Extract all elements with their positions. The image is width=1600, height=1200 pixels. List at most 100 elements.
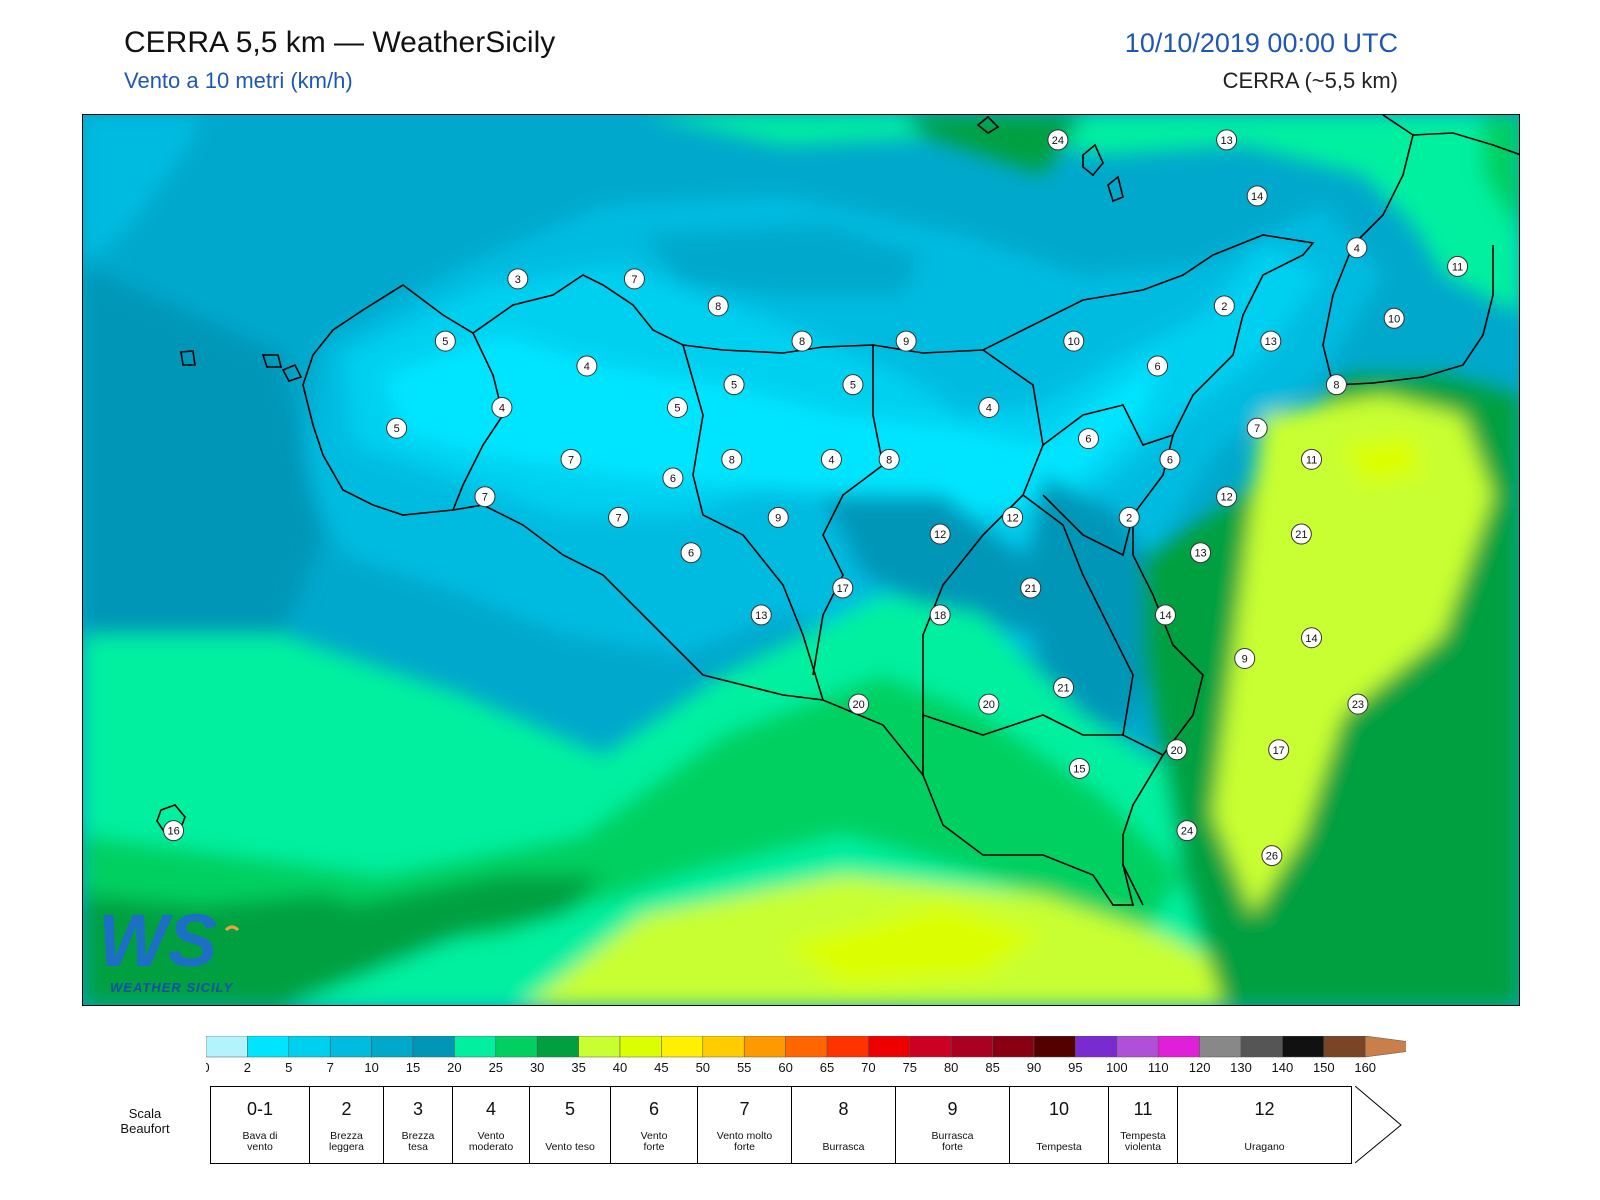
beaufort-description: Brezza leggera [328,1130,365,1153]
wind-field-svg: 24 13 14 4 11 3 7 8 2 10 5 8 9 10 13 4 6 5 5 8 4 5 4 5 7 6 7 8 4 8 6 11… [83,115,1519,1005]
colorbar-tick-label: 100 [1106,1060,1128,1075]
station-value: 2 [1221,301,1227,313]
station-marker: 5 [434,330,456,352]
station-dot [491,396,513,418]
station-dot [1234,647,1256,669]
station-dot [1301,448,1323,470]
model-label: CERRA (~5,5 km) [1222,68,1398,93]
map-title: CERRA 5,5 km — WeatherSicily [124,26,556,59]
colorbar-swatch [412,1035,455,1058]
station-marker: 21 [1053,677,1075,699]
station-marker: 6 [680,542,702,564]
station-dot [1159,448,1181,470]
station-dot [1216,486,1238,508]
station-marker: 5 [842,374,864,396]
beaufort-description: Vento molto forte [716,1130,773,1153]
colorbar-tick-label: 15 [406,1060,420,1075]
wind-field-contours [83,115,1519,1005]
colorbar-tick-label: 10 [364,1060,378,1075]
station-value: 8 [715,301,721,313]
colorbar-swatch [1199,1035,1242,1058]
station-dot [1216,129,1238,151]
ws-logo-mark: WS [98,899,240,982]
station-value: 15 [1073,763,1085,775]
logo-caption: WEATHER SICILY [110,980,234,995]
station-dot [1347,693,1369,715]
station-dot [1346,237,1368,259]
beaufort-level: 2 Brezza leggera [309,1086,384,1164]
colorbar-tick-label: 7 [327,1060,334,1075]
colorbar-swatch [702,1035,745,1058]
station-dot [560,448,582,470]
station-marker: 11 [1301,448,1323,470]
colorbar-tick-label: 160 [1354,1060,1376,1075]
station-value: 6 [1167,454,1173,466]
station-marker: 13 [750,604,772,626]
station-value: 10 [1388,313,1400,325]
colorbar-tick-label: 2 [244,1060,251,1075]
station-marker: 16 [163,820,185,842]
colorbar-swatch [743,1035,786,1058]
station-value: 6 [1085,434,1091,446]
colorbar-tick-label: 90 [1027,1060,1041,1075]
station-dot [1246,417,1268,439]
station-marker: 12 [1216,486,1238,508]
station-value: 8 [799,336,805,348]
colorbar-tick-label: 65 [820,1060,834,1075]
colorbar-swatch [247,1035,290,1058]
station-value: 24 [1052,135,1064,147]
station-marker: 8 [791,330,813,352]
station-dot [1147,355,1169,377]
beaufort-arrow [1355,1086,1402,1164]
station-dot [1063,330,1085,352]
station-marker: 4 [491,396,513,418]
station-marker: 15 [1068,757,1090,779]
station-value: 21 [1025,583,1037,595]
beaufort-description: Tempesta [1036,1141,1082,1153]
station-dot [434,330,456,352]
station-dot [608,506,630,528]
station-dot [750,604,772,626]
station-dot [723,374,745,396]
colorbar-swatch [826,1035,869,1058]
station-marker: 6 [1147,355,1169,377]
station-dot [1447,255,1469,277]
station-dot [1154,604,1176,626]
station-dot [474,486,496,508]
colorbar-swatch [785,1035,828,1058]
station-value: 20 [852,699,864,711]
beaufort-number: 5 [564,1099,575,1119]
station-marker: 7 [623,268,645,290]
station-marker: 23 [1347,693,1369,715]
station-dot [1325,374,1347,396]
beaufort-description: Burrasca forte [931,1130,974,1153]
station-dot [1068,757,1090,779]
station-value: 2 [1126,512,1132,524]
colorbar-swatch [992,1035,1035,1058]
station-dot [929,523,951,545]
colorbar-tick-label: 75 [903,1060,917,1075]
beaufort-level: 6 Vento forte [610,1086,698,1164]
colorbar-tick-label: 45 [654,1060,668,1075]
station-marker: 20 [848,693,870,715]
station-dot [1166,739,1188,761]
station-marker: 2 [1118,506,1140,528]
station-value: 6 [1154,361,1160,373]
station-marker: 11 [1447,255,1469,277]
station-dot [878,448,900,470]
station-dot [1213,295,1235,317]
station-dot [576,355,598,377]
station-value: 5 [394,423,400,435]
weathersicily-logo: WS WEATHER SICILY [98,899,248,996]
beaufort-description: Bava di vento [242,1130,278,1153]
colorbar-swatch [536,1035,579,1058]
colorbar-tick-label: 150 [1313,1060,1335,1075]
station-marker: 7 [560,448,582,470]
station-marker: 12 [1002,506,1024,528]
station-marker: 6 [1159,448,1181,470]
colorbar-tick-label: 95 [1068,1060,1082,1075]
colorbar-swatch [1116,1035,1159,1058]
colorbar-tick-label: 110 [1148,1060,1169,1075]
station-dot [623,268,645,290]
station-marker: 4 [978,396,1000,418]
